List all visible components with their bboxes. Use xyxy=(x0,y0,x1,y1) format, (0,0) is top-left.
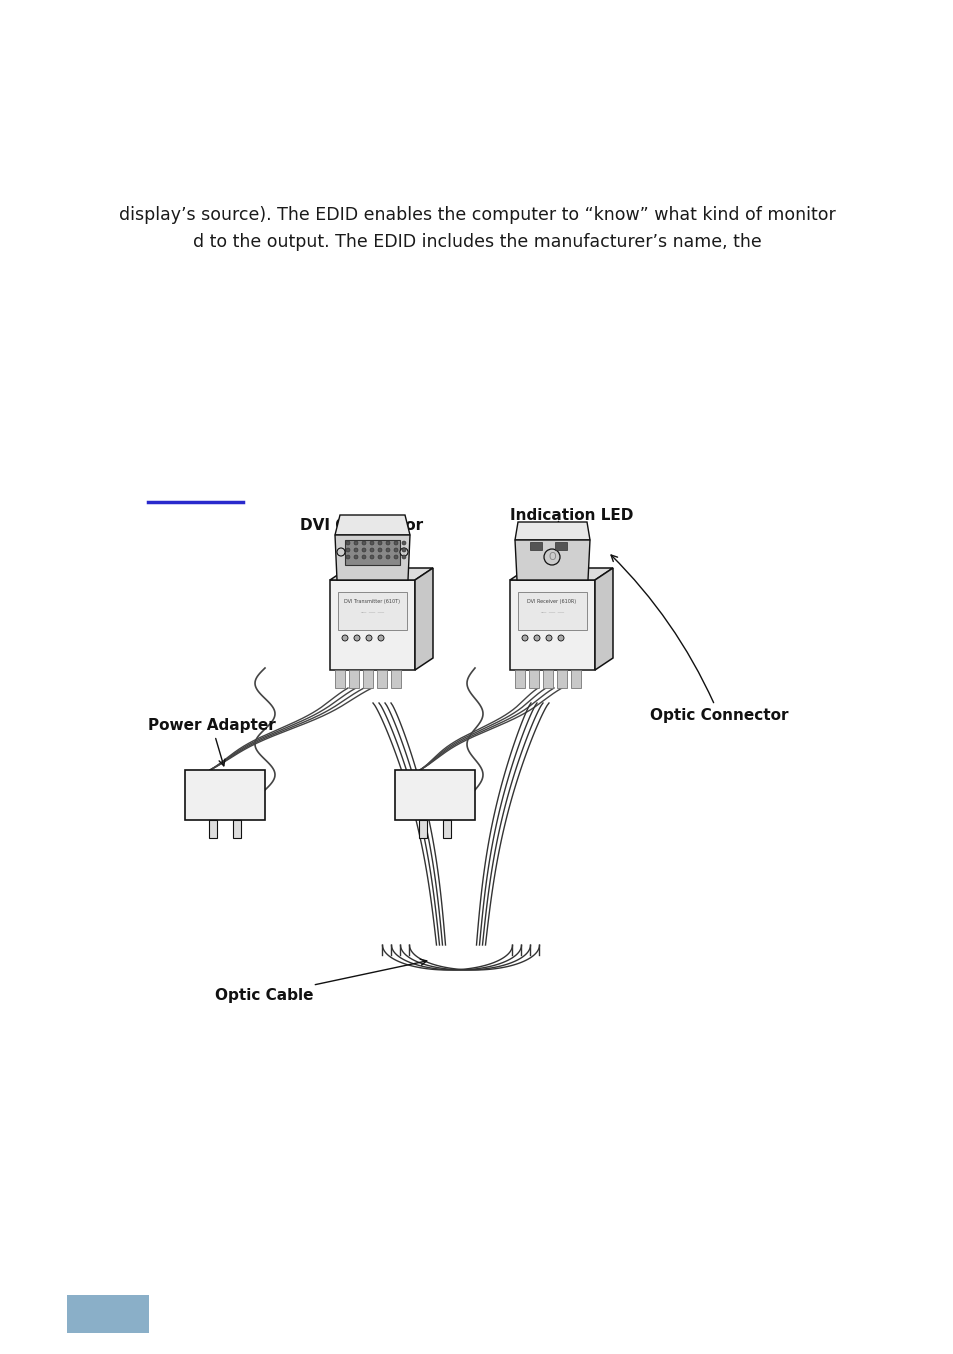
Bar xyxy=(529,670,538,688)
Circle shape xyxy=(401,542,406,546)
Bar xyxy=(233,821,241,838)
Bar xyxy=(418,821,427,838)
Circle shape xyxy=(346,555,350,559)
Text: Power Adapter: Power Adapter xyxy=(148,718,275,766)
Bar xyxy=(557,670,566,688)
Circle shape xyxy=(394,542,397,546)
Text: Optic Cable: Optic Cable xyxy=(214,959,426,1003)
Text: DVI Connector: DVI Connector xyxy=(299,519,423,533)
Bar xyxy=(337,592,407,630)
Text: ___  ___  ___: ___ ___ ___ xyxy=(359,608,384,612)
Polygon shape xyxy=(345,540,399,565)
Circle shape xyxy=(370,542,374,546)
Polygon shape xyxy=(515,540,589,580)
Polygon shape xyxy=(510,580,595,670)
Text: Indication LED: Indication LED xyxy=(510,508,633,528)
Text: Optic Connector: Optic Connector xyxy=(611,555,788,723)
Circle shape xyxy=(534,635,539,640)
Circle shape xyxy=(354,542,357,546)
Circle shape xyxy=(370,548,374,552)
Bar xyxy=(571,670,580,688)
Circle shape xyxy=(386,542,390,546)
Bar xyxy=(363,670,373,688)
Bar xyxy=(67,1294,149,1332)
Circle shape xyxy=(354,635,359,640)
Bar xyxy=(376,670,387,688)
Circle shape xyxy=(545,635,552,640)
Circle shape xyxy=(377,635,384,640)
Bar xyxy=(555,542,566,550)
Circle shape xyxy=(361,548,366,552)
Circle shape xyxy=(401,548,406,552)
Polygon shape xyxy=(335,535,410,580)
Bar xyxy=(515,670,524,688)
Bar xyxy=(335,670,345,688)
Circle shape xyxy=(366,635,372,640)
Polygon shape xyxy=(335,515,410,535)
Circle shape xyxy=(354,548,357,552)
Circle shape xyxy=(377,555,381,559)
Circle shape xyxy=(377,548,381,552)
Text: d to the output. The EDID includes the manufacturer’s name, the: d to the output. The EDID includes the m… xyxy=(193,233,760,250)
Circle shape xyxy=(361,542,366,546)
Polygon shape xyxy=(330,567,433,580)
Circle shape xyxy=(394,548,397,552)
Circle shape xyxy=(521,635,527,640)
Circle shape xyxy=(336,548,345,556)
Bar xyxy=(391,670,400,688)
Bar xyxy=(185,770,265,821)
Circle shape xyxy=(354,555,357,559)
Circle shape xyxy=(377,542,381,546)
Polygon shape xyxy=(515,523,589,540)
Bar xyxy=(530,542,541,550)
Text: DVI Transmitter (610T): DVI Transmitter (610T) xyxy=(344,600,399,604)
Circle shape xyxy=(386,555,390,559)
Bar xyxy=(349,670,358,688)
Circle shape xyxy=(401,555,406,559)
Text: O: O xyxy=(548,552,556,562)
Polygon shape xyxy=(595,567,613,670)
Bar xyxy=(395,770,475,821)
Polygon shape xyxy=(330,580,415,670)
Polygon shape xyxy=(415,567,433,670)
Circle shape xyxy=(341,635,348,640)
Bar xyxy=(209,821,216,838)
Text: ___  ___  ___: ___ ___ ___ xyxy=(539,608,563,612)
Circle shape xyxy=(386,548,390,552)
Circle shape xyxy=(399,548,408,556)
Bar xyxy=(517,592,586,630)
Circle shape xyxy=(361,555,366,559)
Text: DVI Receiver (610R): DVI Receiver (610R) xyxy=(527,600,576,604)
Circle shape xyxy=(370,555,374,559)
Polygon shape xyxy=(510,567,613,580)
Circle shape xyxy=(346,548,350,552)
Bar xyxy=(542,670,553,688)
Text: display’s source). The EDID enables the computer to “know” what kind of monitor: display’s source). The EDID enables the … xyxy=(118,206,835,223)
Circle shape xyxy=(346,542,350,546)
Bar xyxy=(442,821,451,838)
Circle shape xyxy=(394,555,397,559)
Circle shape xyxy=(558,635,563,640)
Circle shape xyxy=(543,548,559,565)
